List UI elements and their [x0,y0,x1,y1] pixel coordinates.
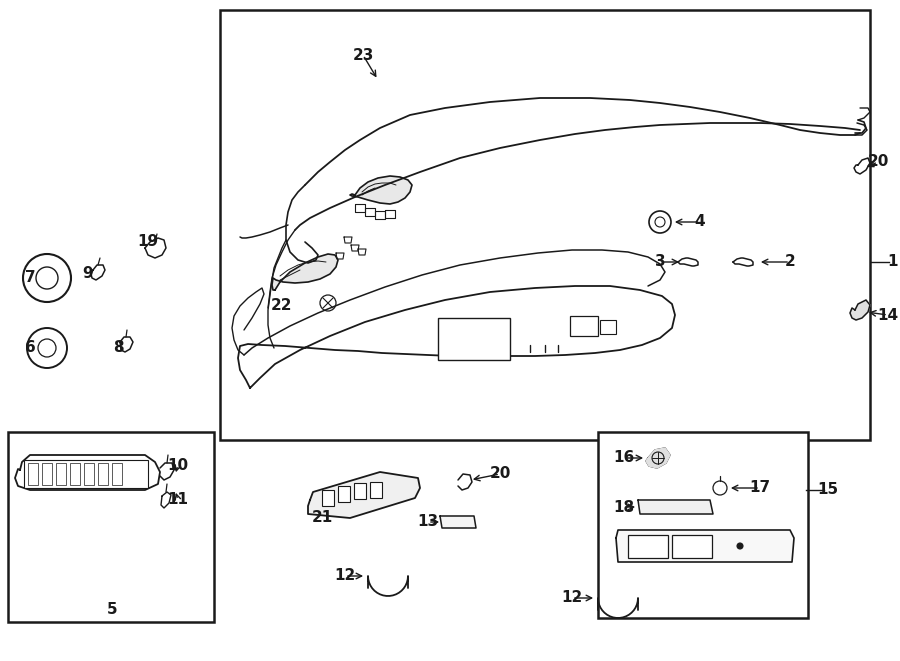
Polygon shape [638,500,713,514]
Circle shape [737,543,743,549]
Bar [628,535,668,558]
Text: 1: 1 [887,254,898,270]
Polygon shape [272,254,338,290]
Text: 14: 14 [878,307,898,323]
Text: 12: 12 [335,568,356,584]
Text: 10: 10 [167,457,189,473]
Text: 7: 7 [24,270,35,286]
Text: 18: 18 [614,500,634,514]
Bar [338,486,350,502]
Polygon shape [440,516,476,528]
Bar [322,490,334,506]
Text: 4: 4 [695,215,706,229]
Bar [370,482,382,498]
Text: 19: 19 [138,235,158,249]
Polygon shape [616,530,794,562]
Bar [672,535,712,558]
Bar [598,432,808,618]
Bar [98,463,108,485]
Polygon shape [350,176,412,204]
Text: 20: 20 [490,467,510,481]
Bar [220,10,870,440]
Bar [28,463,38,485]
Text: 2: 2 [785,254,796,270]
Bar [354,483,366,499]
Text: 5: 5 [107,602,117,617]
Text: 9: 9 [83,266,94,280]
Text: 13: 13 [418,514,438,529]
Text: 15: 15 [817,483,839,498]
Bar [570,316,598,336]
Bar [70,463,80,485]
Bar [84,463,94,485]
Bar [24,460,148,488]
Bar [600,320,616,334]
Text: 6: 6 [24,340,35,354]
Bar [42,463,52,485]
Text: 23: 23 [352,48,374,63]
Text: 21: 21 [311,510,333,525]
Bar [438,318,510,360]
Polygon shape [646,448,670,468]
Text: 17: 17 [750,481,770,496]
Text: 3: 3 [654,254,665,270]
Text: 12: 12 [562,590,582,605]
Text: 22: 22 [271,297,292,313]
Text: 11: 11 [167,492,188,508]
Bar [112,463,122,485]
Text: 8: 8 [112,340,123,354]
Text: 20: 20 [868,155,888,169]
Bar [8,432,214,622]
Bar [56,463,66,485]
Polygon shape [850,300,870,320]
Text: 16: 16 [614,451,634,465]
Polygon shape [308,472,420,518]
